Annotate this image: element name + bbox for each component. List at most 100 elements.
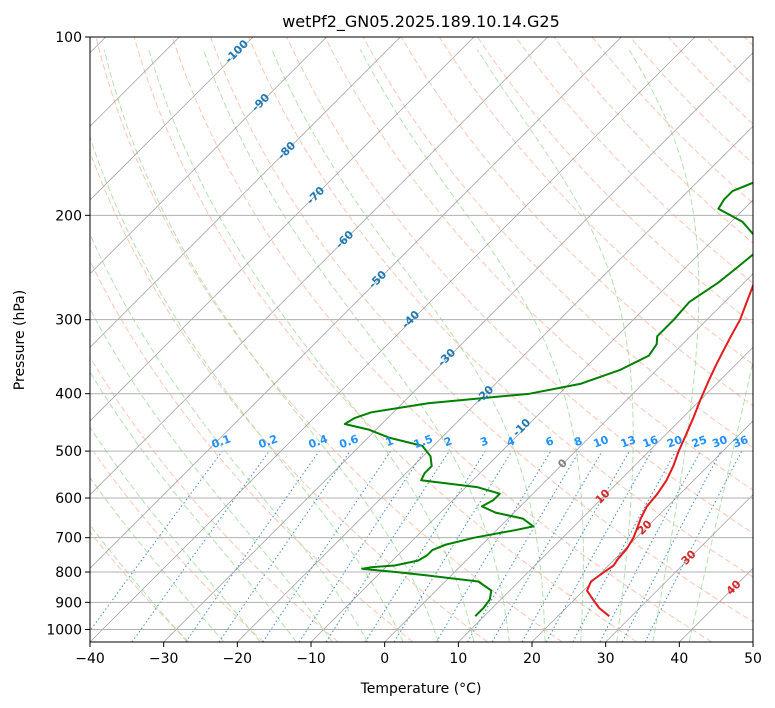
moist-adiabat-line	[90, 476, 225, 642]
mixing-ratio-label: 0.4	[307, 432, 330, 451]
isotherm-line	[384, 273, 753, 642]
mixing-ratio-label: 8	[572, 434, 584, 449]
moist-adiabat-line	[90, 426, 261, 642]
isotherm-line	[90, 37, 327, 275]
y-tick-label: 900	[55, 595, 82, 611]
mixing-ratio-label: 6	[544, 434, 556, 449]
moist-adiabat-line	[202, 49, 510, 642]
x-tick-label: −20	[223, 651, 253, 667]
isotherm-line	[679, 567, 753, 642]
x-tick-label: −40	[75, 651, 105, 667]
dry-adiabat-line	[324, 37, 753, 491]
mixing-ratio-line	[599, 450, 701, 642]
mixing-ratio-label: 4	[505, 434, 517, 449]
isotherm-line	[90, 37, 475, 422]
y-tick-label: 500	[55, 444, 82, 460]
dry-adiabat-line	[629, 37, 753, 165]
isotherm-label: 10	[593, 486, 613, 506]
mixing-ratio-line	[325, 450, 450, 642]
dry-adiabat-line	[515, 37, 753, 284]
plot-background-lines	[90, 37, 753, 642]
x-tick-label: 30	[597, 651, 615, 667]
y-tick-label: 600	[55, 491, 82, 507]
mixing-ratio-line	[572, 450, 677, 642]
moist-adiabat-line	[628, 49, 700, 642]
dry-adiabat-line	[477, 37, 753, 325]
profile-series	[343, 181, 753, 617]
moist-adiabat-line	[476, 49, 634, 642]
mixing-ratio-line	[131, 450, 270, 642]
moist-adiabat-line	[90, 308, 333, 642]
x-axis-label: Temperature (°C)	[360, 681, 482, 697]
mixing-ratio-label: 1.5	[412, 432, 435, 451]
isotherm-line	[237, 125, 753, 642]
isotherm-line	[163, 52, 753, 642]
isotherm-line	[605, 494, 753, 642]
dry-adiabat-line	[90, 150, 488, 642]
x-tick-label: 40	[670, 651, 688, 667]
mixing-ratio-line	[435, 450, 552, 642]
y-tick-label: 200	[55, 208, 82, 224]
isotherm-label: -40	[399, 308, 422, 331]
mixing-ratio-label: 13	[619, 433, 638, 450]
mixing-ratio-line	[521, 450, 630, 642]
dry-adiabat-line	[591, 37, 753, 204]
mixing-ratio-line	[393, 450, 513, 642]
mixing-ratio-label: 10	[592, 433, 611, 451]
dry-adiabat-line	[90, 531, 190, 642]
dry-adiabat-line	[90, 356, 339, 642]
moist-adiabat-line	[90, 135, 404, 642]
mixing-ratio-line	[185, 450, 320, 642]
isotherm-label: 20	[635, 517, 655, 537]
isotherm-line	[752, 641, 753, 642]
mixing-ratio-line	[364, 450, 486, 642]
mixing-ratio-label: 0.6	[338, 432, 361, 451]
dewpoint-profile-line	[343, 181, 753, 617]
temperature-profile-line	[586, 282, 753, 617]
mixing-ratio-line	[262, 450, 392, 642]
mixing-ratio-line	[467, 450, 580, 642]
isotherm-label: -10	[510, 416, 533, 439]
mixing-ratio-label: 36	[731, 433, 750, 451]
dry-adiabat-line	[133, 37, 638, 642]
plot-frame	[89, 36, 754, 643]
mixing-ratio-label: 1	[384, 434, 396, 449]
mixing-ratio-label: 0.1	[210, 432, 233, 451]
dry-adiabat-line	[706, 37, 753, 86]
isotherm-label: -50	[366, 268, 389, 291]
chart-title: wetPf2_GN05.2025.189.10.14.G25	[282, 12, 560, 32]
mixing-ratio-line	[90, 450, 223, 632]
mixing-ratio-line	[491, 450, 603, 642]
moist-adiabat-line	[148, 49, 475, 642]
isotherm-label: -100	[222, 37, 251, 66]
mixing-ratio-label: 30	[710, 433, 729, 451]
x-tick-label: −30	[149, 651, 179, 667]
mixing-ratio-line	[545, 450, 653, 642]
y-tick-label: 400	[55, 387, 82, 403]
y-tick-label: 1000	[46, 622, 82, 638]
isotherm-line	[90, 37, 254, 201]
y-axis-ticks: 100 200 300 400 500 600 700 800 900 1000	[46, 30, 90, 638]
isotherm-line	[90, 37, 696, 642]
isotherm-line	[310, 199, 753, 642]
isotherm-line	[458, 346, 753, 642]
dry-adiabat-line	[668, 37, 753, 125]
mixing-ratio-label: 25	[690, 433, 709, 450]
x-axis-ticks: −40 −30 −20 −10 0 10 20 30 40 50	[75, 642, 762, 667]
x-tick-label: 20	[523, 651, 541, 667]
y-tick-label: 100	[55, 30, 82, 46]
x-tick-label: −10	[296, 651, 326, 667]
line-labels: -100-90-80-70-60-50-40-30-20-10010203040…	[210, 37, 750, 598]
mixing-ratio-label: 2	[442, 434, 454, 449]
mixing-ratio-label: 20	[665, 433, 684, 451]
moist-adiabat-line	[359, 49, 584, 642]
y-tick-label: 700	[55, 531, 82, 547]
isotherm-label: 30	[679, 547, 699, 567]
mixing-ratio-line	[298, 450, 425, 642]
moist-adiabat-line	[688, 358, 753, 642]
mixing-ratio-label: 3	[478, 434, 490, 449]
x-tick-label: 0	[380, 651, 389, 667]
x-tick-label: 10	[449, 651, 467, 667]
isotherm-label: -30	[435, 346, 458, 369]
